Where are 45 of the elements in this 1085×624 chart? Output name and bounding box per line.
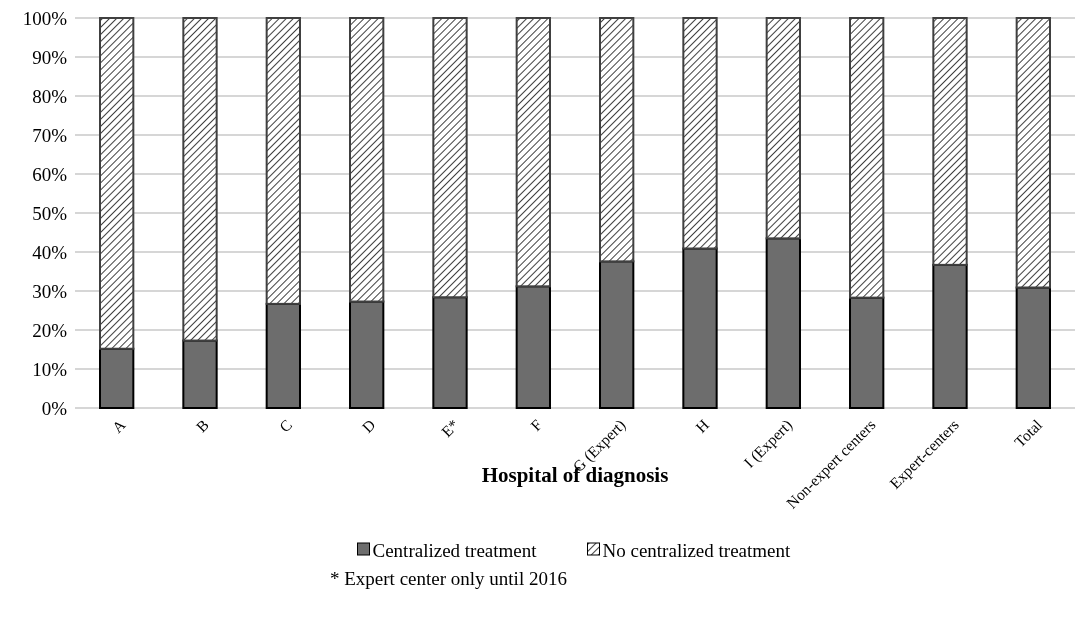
bar — [265, 17, 301, 305]
bar — [432, 296, 468, 409]
x-tick-label: H — [692, 415, 712, 436]
legend-label: Centralized treatment — [372, 539, 538, 561]
bar — [349, 300, 385, 409]
bar — [682, 17, 718, 250]
bar — [849, 17, 885, 299]
y-tick-label: 60% — [32, 163, 68, 185]
y-tick-label: 0% — [41, 397, 68, 419]
bar — [932, 17, 968, 266]
x-tick-label: D — [358, 415, 379, 436]
x-tick-label: C — [275, 415, 296, 436]
text: * Expert center only until 2016 — [330, 567, 567, 589]
x-tick-label: E* — [437, 415, 463, 441]
x-tick-label: F — [527, 415, 546, 435]
bar — [1015, 17, 1051, 289]
bar — [265, 302, 301, 409]
y-tick-label: 20% — [32, 319, 68, 341]
bar — [515, 285, 551, 409]
bar — [599, 17, 635, 263]
bar — [1015, 286, 1051, 409]
bar — [99, 17, 135, 350]
y-tick-label: 30% — [32, 280, 68, 302]
bar — [599, 260, 635, 409]
y-tick-label: 90% — [32, 46, 68, 68]
bar — [682, 247, 718, 409]
bar — [765, 237, 801, 409]
y-tick-label: 10% — [32, 358, 68, 380]
bar — [432, 17, 468, 299]
x-tick-label: A — [108, 415, 130, 436]
bar — [515, 17, 551, 288]
y-tick-label: 80% — [32, 85, 68, 107]
bar — [932, 263, 968, 409]
bar — [849, 296, 885, 409]
y-tick-label: 50% — [32, 202, 68, 224]
y-tick-label: 40% — [32, 241, 68, 263]
legend-label: No centralized treatment — [602, 539, 792, 561]
bar — [182, 17, 218, 342]
bar — [99, 347, 135, 409]
bar — [765, 17, 801, 240]
bar — [349, 17, 385, 303]
y-tick-label: 100% — [22, 7, 68, 29]
bar — [182, 339, 218, 409]
y-tick-label: 70% — [32, 124, 68, 146]
x-tick-label: B — [192, 415, 212, 436]
